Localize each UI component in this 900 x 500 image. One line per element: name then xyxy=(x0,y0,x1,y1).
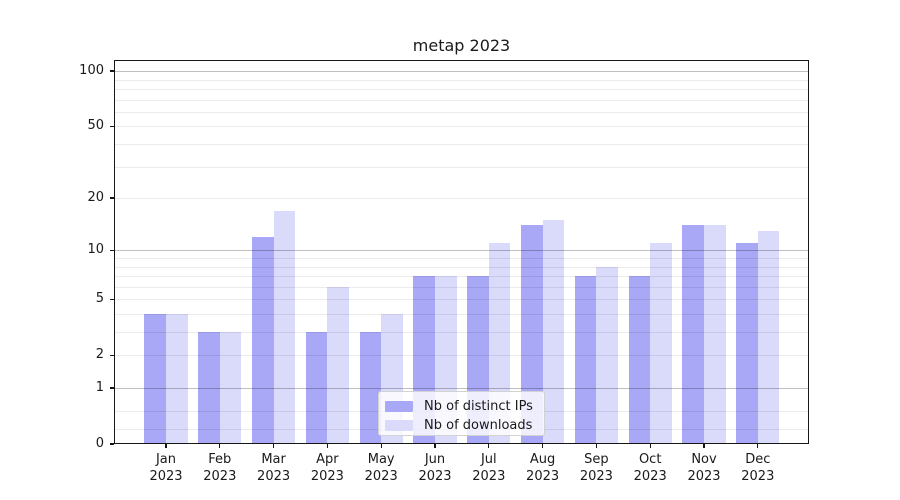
x-tick-label-feb: Feb 2023 xyxy=(203,452,237,484)
bar-downloads-aug xyxy=(542,220,565,444)
bar-ips-apr xyxy=(305,332,328,444)
y-tick-mark xyxy=(110,443,114,445)
x-tick-mark-nov xyxy=(703,444,705,448)
legend-label-distinct-ips: Nb of distinct IPs xyxy=(424,399,533,414)
x-tick-mark-jan xyxy=(165,444,167,448)
x-tick-mark-sep xyxy=(595,444,598,448)
x-tick-mark-oct xyxy=(649,444,651,448)
x-tick-label-apr: Apr 2023 xyxy=(310,452,344,484)
bar-ips-feb xyxy=(198,332,220,444)
gridline-100 xyxy=(114,71,809,73)
y-tick-mark xyxy=(110,387,114,389)
bar-ips-dec xyxy=(736,243,758,444)
bar-ips-jan xyxy=(144,313,166,444)
gridline-90 xyxy=(114,79,809,81)
x-tick-mark-aug xyxy=(541,444,544,448)
gridline-70 xyxy=(114,99,809,101)
bar-ips-sep xyxy=(574,276,597,444)
chart-title: metap 2023 xyxy=(412,36,511,55)
x-tick-label-sep: Sep 2023 xyxy=(579,452,613,484)
legend-row-distinct-ips: Nb of distinct IPs xyxy=(385,397,536,416)
gridline-5 xyxy=(114,299,809,301)
bar-downloads-feb xyxy=(219,332,242,444)
x-tick-mark-jul xyxy=(488,444,490,448)
y-tick-mark xyxy=(110,249,114,251)
x-tick-mark-jun xyxy=(434,444,436,448)
x-tick-mark-feb xyxy=(219,444,221,448)
bar-ips-aug xyxy=(521,225,543,444)
y-tick-label-0: 0 xyxy=(95,436,104,451)
legend-swatch-downloads xyxy=(385,420,413,431)
y-tick-mark xyxy=(110,125,114,128)
gridline-40 xyxy=(114,144,809,146)
bar-downloads-nov xyxy=(704,225,726,444)
bar-downloads-mar xyxy=(273,210,296,444)
x-tick-label-aug: Aug 2023 xyxy=(526,452,560,484)
legend-swatch-distinct-ips xyxy=(385,401,413,412)
y-tick-label-20: 20 xyxy=(87,190,104,206)
x-tick-mark-dec xyxy=(757,444,759,448)
y-tick-label-50: 50 xyxy=(87,118,104,134)
x-tick-label-jan: Jan 2023 xyxy=(149,452,183,484)
legend-label-downloads: Nb of downloads xyxy=(424,418,533,433)
bar-downloads-sep xyxy=(596,266,618,444)
bar-ips-nov xyxy=(682,225,704,444)
x-tick-label-jul: Jul 2023 xyxy=(472,452,506,484)
bar-ips-oct xyxy=(628,276,651,444)
y-tick-label-5: 5 xyxy=(95,291,104,307)
gridline-20 xyxy=(114,198,809,200)
legend: Nb of distinct IPs Nb of downloads xyxy=(378,391,545,436)
gridline-3 xyxy=(114,332,809,334)
gridline-10 xyxy=(114,250,809,252)
gridline-6 xyxy=(114,286,809,288)
x-tick-label-dec: Dec 2023 xyxy=(741,452,775,484)
bar-ips-mar xyxy=(252,236,274,444)
x-tick-label-may: May 2023 xyxy=(364,452,398,484)
bar-downloads-apr xyxy=(327,286,349,444)
legend-row-downloads: Nb of downloads xyxy=(385,416,536,435)
bar-ips-may xyxy=(359,332,382,444)
y-tick-mark xyxy=(110,197,114,199)
gridline-30 xyxy=(114,166,809,168)
gridline-50 xyxy=(114,126,809,128)
gridline-1 xyxy=(114,388,809,389)
gridline-60 xyxy=(114,111,809,113)
bar-downloads-oct xyxy=(650,243,672,444)
x-tick-mark-may xyxy=(380,444,382,448)
y-tick-mark xyxy=(110,298,114,300)
bar-downloads-jan xyxy=(166,313,188,444)
gridline-8 xyxy=(114,266,809,268)
y-tick-label-1: 1 xyxy=(95,380,104,395)
gridline-2 xyxy=(114,355,809,357)
plot-area: Nb of distinct IPs Nb of downloads xyxy=(114,60,809,444)
gridline-7 xyxy=(114,276,809,278)
x-tick-label-oct: Oct 2023 xyxy=(633,452,667,484)
y-tick-mark xyxy=(110,70,114,72)
y-tick-label-10: 10 xyxy=(87,242,104,258)
x-tick-mark-apr xyxy=(326,444,329,448)
gridline-4 xyxy=(114,313,809,315)
bar-downloads-dec xyxy=(757,230,780,444)
x-tick-mark-mar xyxy=(272,444,275,448)
x-tick-label-nov: Nov 2023 xyxy=(687,452,721,484)
y-tick-label-100: 100 xyxy=(79,63,104,79)
y-tick-mark xyxy=(110,354,114,356)
x-tick-label-jun: Jun 2023 xyxy=(418,452,452,484)
y-tick-label-2: 2 xyxy=(95,347,104,363)
gridline-9 xyxy=(114,258,809,259)
x-tick-label-mar: Mar 2023 xyxy=(257,452,291,484)
gridline-80 xyxy=(114,89,809,91)
